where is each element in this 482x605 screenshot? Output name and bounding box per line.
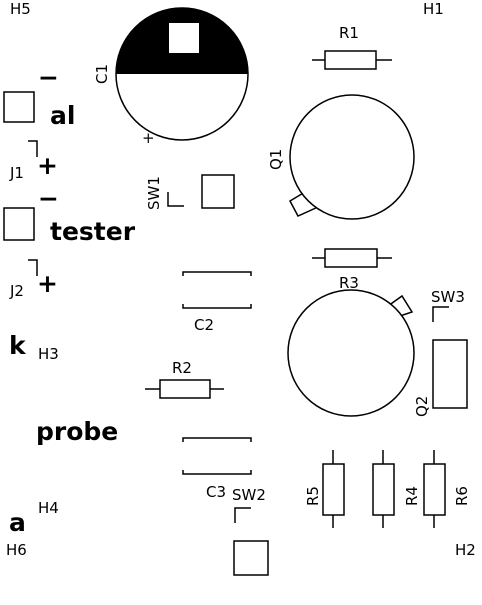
resistor-r4: R4 <box>372 450 421 528</box>
capacitor-c1: + C1 <box>93 7 249 147</box>
j2-plus: + <box>37 269 58 298</box>
resistor-r1: R1 <box>312 24 392 70</box>
r1-label: R1 <box>339 24 359 42</box>
r5-body <box>322 463 345 516</box>
r4-body <box>372 463 395 516</box>
sw3-pin1-mark <box>432 306 449 322</box>
c3-label: C3 <box>206 483 226 501</box>
q2-tab <box>387 294 414 319</box>
j1-plus: + <box>37 151 58 180</box>
j1-label: J1 <box>9 164 24 182</box>
sw3-label: SW3 <box>431 288 465 306</box>
resistor-r2: R2 <box>145 359 224 399</box>
c2-label: C2 <box>194 316 214 334</box>
j2-label: J2 <box>9 282 24 300</box>
silk-al: al <box>50 101 75 130</box>
r4-label: R4 <box>403 486 421 506</box>
q1-tab <box>289 191 319 217</box>
resistor-r3: R3 <box>312 248 392 292</box>
resistor-r6: R6 <box>423 450 471 528</box>
silk-tester: tester <box>50 217 136 246</box>
switch-sw3: SW3 <box>431 288 468 409</box>
sw2-pad <box>233 540 269 576</box>
c1-pad <box>169 23 199 53</box>
r2-body <box>159 379 211 399</box>
h1-label: H1 <box>423 0 444 18</box>
j1-pad <box>3 91 35 123</box>
capacitor-c2: C2 <box>182 271 252 334</box>
r3-label: R3 <box>339 274 359 292</box>
silk-k: k <box>9 331 27 360</box>
sw1-label: SW1 <box>145 176 163 210</box>
silk-probe: probe <box>36 417 118 446</box>
j2-pin1-mark <box>28 259 38 276</box>
j1-minus: − <box>38 63 59 92</box>
h5-label: H5 <box>10 0 31 18</box>
q2-label: Q2 <box>413 396 431 417</box>
switch-sw2: SW2 <box>232 486 269 576</box>
sw1-pin1-mark <box>167 192 184 207</box>
q2-outline <box>287 289 415 417</box>
r1-body <box>324 50 377 70</box>
resistor-r5: R5 <box>304 450 345 528</box>
capacitor-c3: C3 <box>182 437 252 501</box>
h4-label: H4 <box>38 499 59 517</box>
q1-label: Q1 <box>267 149 285 170</box>
connector-j1: − al J1 + <box>3 63 75 182</box>
c2-top-plate <box>182 271 252 276</box>
h2-label: H2 <box>455 541 476 559</box>
q1-outline <box>289 94 415 220</box>
r5-label: R5 <box>304 486 322 506</box>
r6-body <box>423 463 446 516</box>
connector-j2: − tester J2 + <box>3 184 136 300</box>
j1-pin1-mark <box>28 140 38 157</box>
sw2-label: SW2 <box>232 486 266 504</box>
switch-sw1: SW1 <box>145 174 235 210</box>
c2-bottom-plate <box>182 304 252 309</box>
c1-plus-mark: + <box>142 129 155 147</box>
c3-top-plate <box>182 437 252 442</box>
j2-pad <box>3 207 35 241</box>
c3-bottom-plate <box>182 470 252 475</box>
h6-label: H6 <box>6 541 27 559</box>
silk-a: a <box>9 508 26 537</box>
r6-label: R6 <box>453 486 471 506</box>
sw2-pin1-mark <box>234 507 251 523</box>
r3-body <box>324 248 378 268</box>
r2-label: R2 <box>172 359 192 377</box>
sw1-pad <box>201 174 235 209</box>
transistor-q2: Q2 <box>287 289 431 417</box>
transistor-q1: Q1 <box>267 94 415 220</box>
sw3-pad <box>432 339 468 409</box>
c1-label: C1 <box>93 64 111 84</box>
j2-minus: − <box>38 184 59 213</box>
h3-label: H3 <box>38 345 59 363</box>
